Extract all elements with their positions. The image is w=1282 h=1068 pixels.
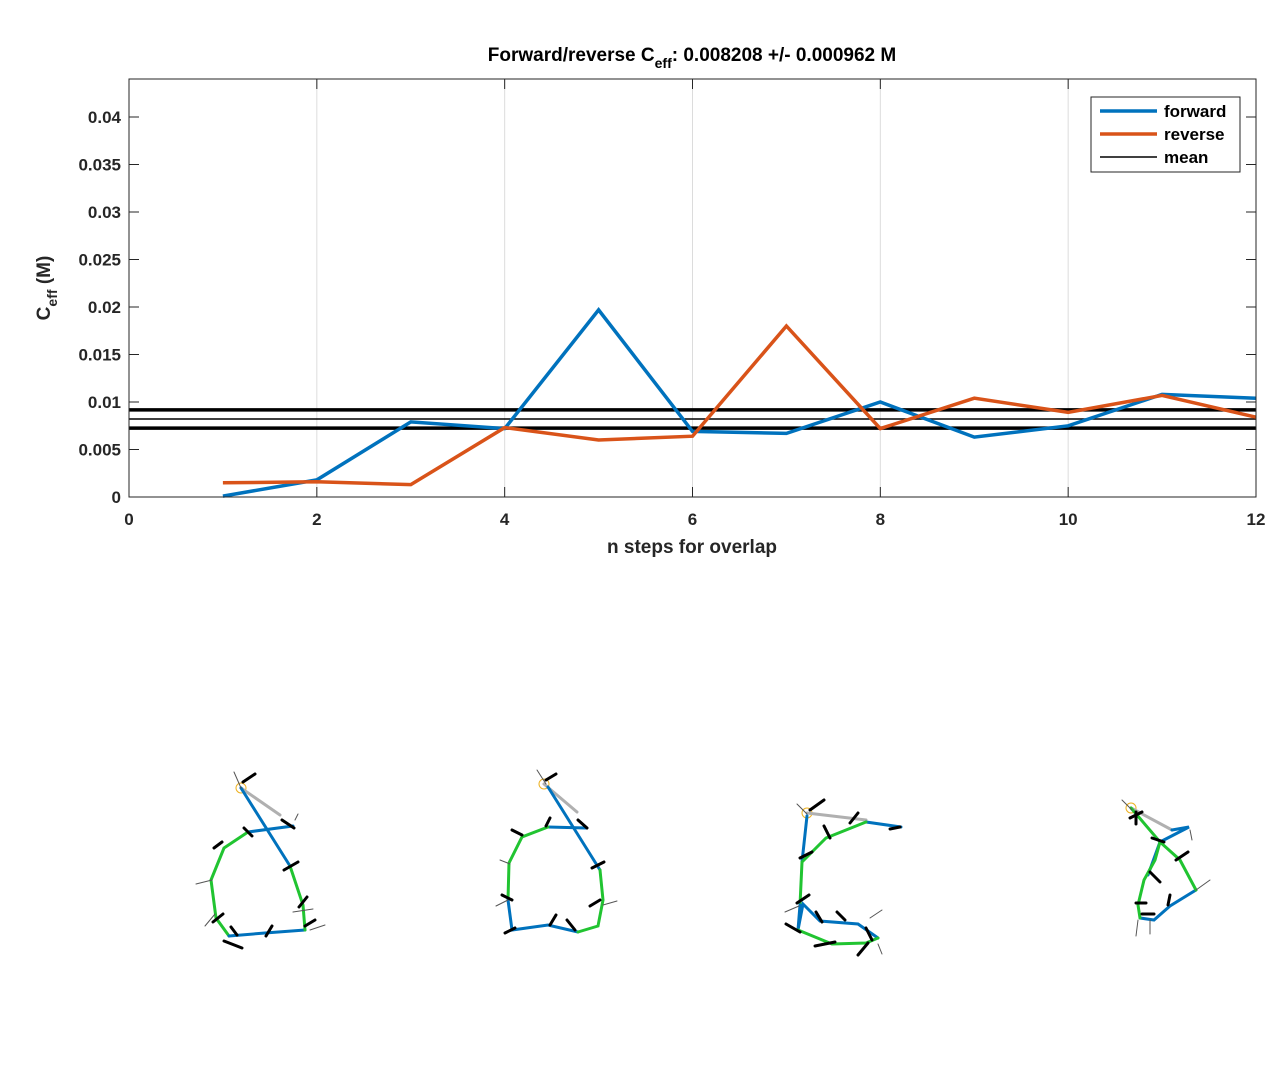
chain-segment-blue bbox=[796, 900, 880, 940]
x-axis: 0 2 4 6 8 10 12 bbox=[124, 79, 1265, 529]
y-tick-label: 0.025 bbox=[78, 251, 121, 270]
legend: forward reverse mean bbox=[1090, 96, 1241, 173]
line-chart: 0 2 4 6 8 10 12 0 0.005 0.01 0.015 0.02 0.025 0.03 0.… bbox=[34, 45, 1265, 558]
x-tick-label: 10 bbox=[1059, 510, 1078, 529]
y-tick-label: 0.03 bbox=[88, 203, 121, 222]
x-tick-label: 0 bbox=[124, 510, 133, 529]
y-tick-label: 0 bbox=[112, 488, 121, 507]
chain-segment-green bbox=[506, 825, 550, 902]
legend-label-mean: mean bbox=[1164, 148, 1208, 167]
y-tick-label: 0.02 bbox=[88, 298, 121, 317]
closing-link bbox=[805, 811, 868, 822]
bond-ticks bbox=[784, 798, 902, 957]
start-marker-icon bbox=[235, 782, 247, 794]
chain-segment-blue bbox=[239, 786, 292, 868]
x-tick-label: 4 bbox=[500, 510, 510, 529]
conformation-drawings bbox=[195, 769, 1211, 957]
bond-thin-ticks bbox=[784, 803, 883, 955]
x-tick-label: 8 bbox=[876, 510, 885, 529]
series-lines bbox=[222, 307, 1257, 498]
conformation-1 bbox=[195, 771, 326, 950]
bond-thin-ticks bbox=[495, 769, 618, 907]
chain-segment-blue bbox=[864, 820, 903, 829]
series-line-reverse bbox=[222, 323, 1257, 487]
start-marker-icon bbox=[538, 778, 550, 790]
bond-ticks bbox=[1128, 810, 1190, 916]
x-tick-label: 12 bbox=[1247, 510, 1266, 529]
chain-segment-blue bbox=[506, 898, 580, 934]
legend-item-mean: mean bbox=[1100, 148, 1208, 167]
y-tick-label: 0.035 bbox=[78, 156, 121, 175]
chain-segment-blue bbox=[246, 824, 295, 834]
chain-segment-green bbox=[1129, 806, 1198, 892]
x-tick-label: 6 bbox=[688, 510, 697, 529]
bond-ticks bbox=[211, 772, 317, 950]
chart-title: Forward/reverse Ceff: 0.008208 +/- 0.000… bbox=[488, 45, 896, 71]
chain-segment-green bbox=[576, 868, 605, 934]
bond-thin-ticks bbox=[195, 771, 326, 931]
closing-link bbox=[239, 786, 282, 817]
y-tick-label: 0.04 bbox=[88, 108, 122, 127]
legend-item-reverse: reverse bbox=[1100, 125, 1225, 144]
start-marker-icon bbox=[1125, 802, 1137, 814]
bond-ticks bbox=[500, 772, 606, 935]
chain-segment-green bbox=[1136, 840, 1162, 920]
legend-label-reverse: reverse bbox=[1164, 125, 1225, 144]
closing-link bbox=[1129, 806, 1174, 832]
y-axis-label: Ceff (M) bbox=[34, 256, 60, 321]
y-tick-label: 0.005 bbox=[78, 441, 121, 460]
chain-segment-blue bbox=[800, 814, 809, 864]
legend-item-forward: forward bbox=[1100, 102, 1226, 121]
conformation-4 bbox=[1121, 799, 1211, 937]
bond-thin-ticks bbox=[1121, 799, 1211, 937]
y-axis: 0 0.005 0.01 0.015 0.02 0.025 0.03 0.035 0.04 bbox=[78, 108, 1256, 507]
chain-segment-green bbox=[796, 928, 880, 946]
x-tick-label: 2 bbox=[312, 510, 321, 529]
chain-segment-blue bbox=[227, 928, 307, 938]
conformation-2 bbox=[495, 769, 618, 935]
y-tick-label: 0.01 bbox=[88, 393, 121, 412]
series-line-forward bbox=[222, 307, 1257, 498]
chain-segment-green bbox=[288, 864, 307, 932]
y-tick-label: 0.015 bbox=[78, 346, 121, 365]
legend-label-forward: forward bbox=[1164, 102, 1226, 121]
mean-lines bbox=[129, 408, 1256, 430]
conformation-3 bbox=[784, 798, 903, 957]
chain-segment-blue bbox=[546, 825, 588, 830]
x-axis-label: n steps for overlap bbox=[607, 537, 777, 558]
chain-segment-green bbox=[798, 820, 868, 907]
chain-segment-blue bbox=[1138, 888, 1198, 922]
